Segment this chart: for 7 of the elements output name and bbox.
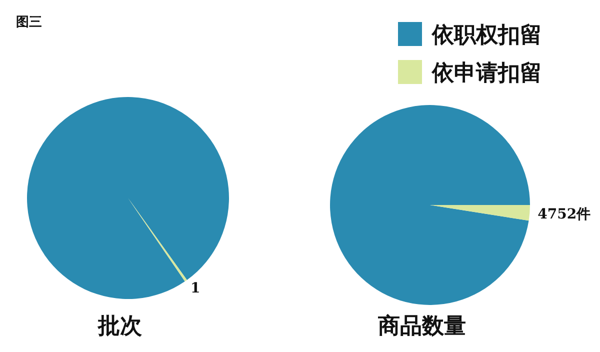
legend-label: 依职权扣留 [431, 22, 542, 48]
text: 批次 [97, 313, 143, 339]
text: 商品数量 [377, 313, 466, 339]
data-label: 1 [190, 280, 200, 296]
legend-label: 依申请扣留 [431, 60, 542, 86]
data-label: 4752件 [538, 206, 591, 222]
text: 图三 [16, 15, 42, 30]
